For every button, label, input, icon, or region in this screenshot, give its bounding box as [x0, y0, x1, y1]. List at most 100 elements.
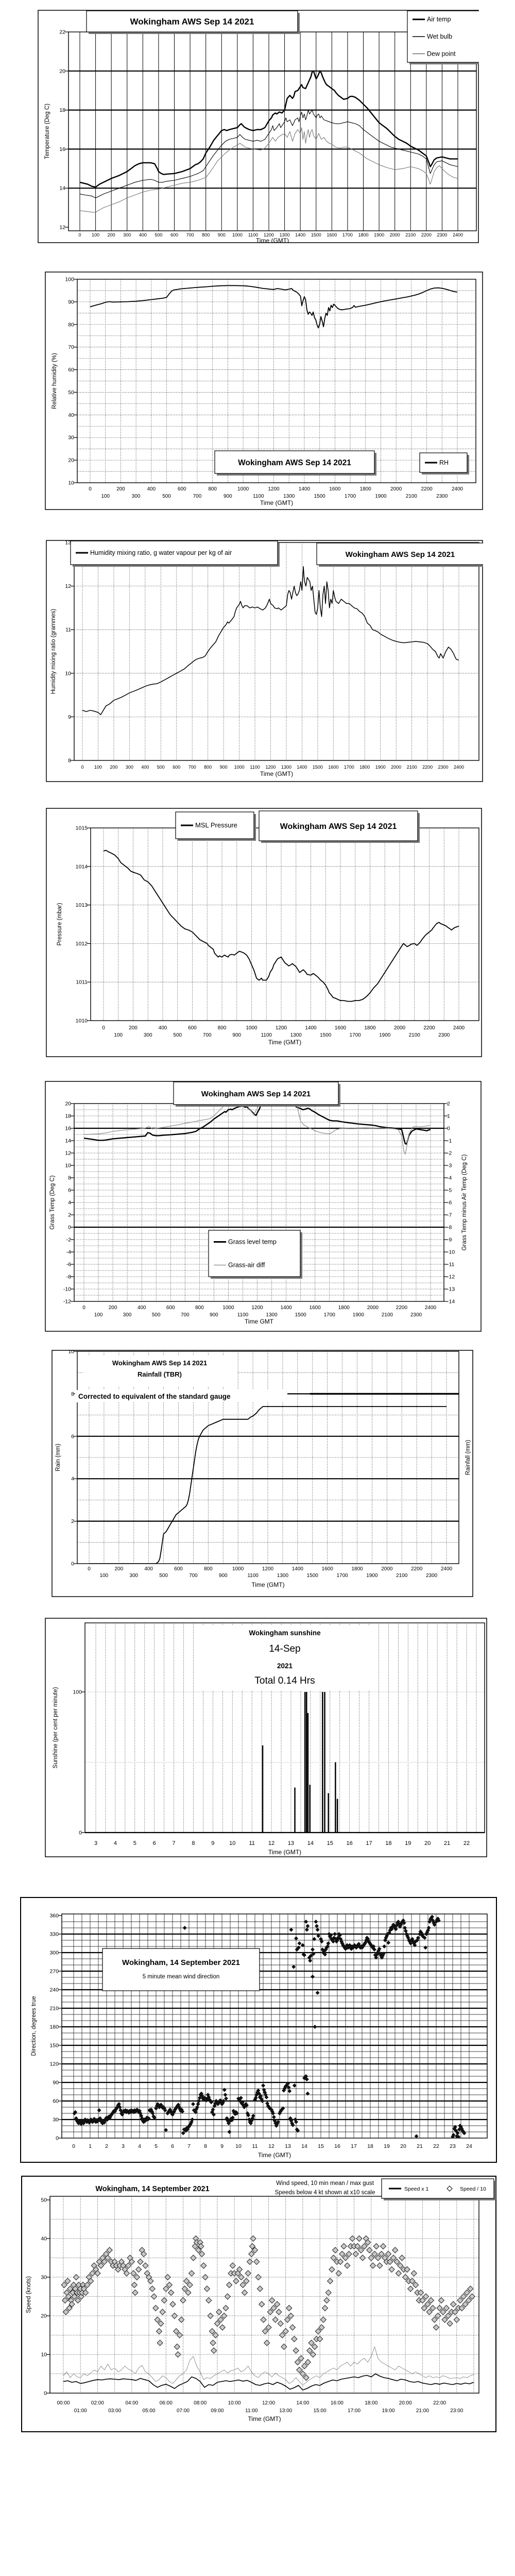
- y-tick-label: 50: [68, 389, 74, 396]
- y-tick-label: 180: [49, 2024, 59, 2030]
- diamond-marker: [202, 2274, 209, 2281]
- diamond-marker: [404, 2266, 410, 2273]
- x-tick-label: 1800: [338, 1305, 350, 1311]
- diamond-marker: [402, 2274, 409, 2281]
- y-tick-label-right: -5: [447, 1188, 452, 1194]
- x-tick-label: 300: [123, 1312, 132, 1318]
- diamond-marker: [190, 2117, 195, 2122]
- diamond-marker: [253, 2258, 260, 2265]
- diamond-marker: [169, 2301, 176, 2308]
- diamond-marker: [210, 2340, 216, 2346]
- diamond-marker: [441, 2316, 448, 2323]
- x-tick-label: 2400: [453, 1025, 465, 1031]
- diamond-marker: [374, 1955, 379, 1960]
- y-tick-label: -8: [66, 1274, 71, 1280]
- series-group: [103, 850, 459, 1002]
- diamond-marker: [238, 2096, 243, 2100]
- x-tick-label: 1100: [237, 1312, 249, 1318]
- diamond-marker: [337, 1933, 342, 1938]
- diamond-marker: [246, 2258, 253, 2265]
- x-tick-label: 900: [232, 1032, 241, 1038]
- diamond-marker: [212, 2332, 219, 2338]
- diamond-marker: [228, 2119, 232, 2123]
- x-tick-label: 1000: [234, 765, 245, 770]
- x-tick-label: 600: [174, 1566, 183, 1572]
- diamond-marker: [195, 2105, 199, 2109]
- chart-canvas-pressure: 1010 1011 1012 1013 1014 1015 0 200 400 600 800 100…: [46, 808, 482, 1057]
- diamond-marker: [147, 2278, 154, 2284]
- x-tick-label: 0: [72, 2143, 75, 2149]
- diamond-marker: [188, 2122, 193, 2126]
- diamond-marker: [135, 2266, 142, 2273]
- diamond-marker: [312, 1937, 317, 1941]
- x-tick-label: 2200: [423, 1025, 435, 1031]
- diamond-marker: [387, 2258, 393, 2265]
- diamond-marker: [197, 2096, 202, 2100]
- diamond-marker: [190, 2255, 197, 2261]
- diamond-marker: [416, 1936, 420, 1940]
- diamond-marker: [209, 2328, 216, 2335]
- x-tick-label: 2: [105, 2143, 108, 2149]
- x-tick-label: 14:00: [296, 2400, 309, 2406]
- x-tick-label: 1800: [351, 1566, 363, 1572]
- diamond-marker: [469, 2293, 475, 2300]
- x-tick-label: 2200: [422, 765, 433, 770]
- x-tick-label: 2100: [382, 1312, 393, 1318]
- diamond-marker: [313, 2025, 317, 2029]
- x-tick-label: 200: [109, 1305, 117, 1311]
- diamond-marker: [346, 2250, 352, 2258]
- diamond-marker: [348, 1943, 352, 1947]
- y-tick-label: 4: [68, 1200, 71, 1206]
- x-tick-label: 300: [132, 494, 141, 499]
- y-tick-label: 18: [65, 1113, 71, 1120]
- x-tick-label: 1900: [379, 1032, 391, 1038]
- x-axis-title: Time GMT: [245, 1318, 274, 1325]
- diamond-marker: [443, 2304, 450, 2312]
- x-tick-label: 300: [123, 232, 131, 238]
- diamond-marker: [257, 2091, 261, 2096]
- x-tick-label: 1000: [222, 1305, 234, 1311]
- diamond-marker: [218, 2098, 222, 2103]
- x-tick-label: 200: [108, 232, 115, 238]
- diamond-marker: [390, 2255, 397, 2261]
- diamond-marker: [264, 2095, 269, 2099]
- x-tick-label: 2300: [438, 1032, 450, 1038]
- x-tick-label: 2100: [407, 765, 417, 770]
- diamond-marker: [291, 2335, 298, 2343]
- diamond-marker: [265, 2324, 272, 2331]
- diamond-marker: [333, 1932, 337, 1936]
- diamond-marker: [325, 2289, 332, 2296]
- diamond-marker: [366, 2247, 373, 2253]
- y-tick-label: -4: [66, 1249, 71, 1256]
- diamond-marker: [275, 2122, 280, 2126]
- diamond-marker: [241, 2289, 248, 2296]
- y-tick-label: 1010: [76, 1018, 88, 1024]
- y-axis-title: Sunshine (per cent per minute): [53, 1687, 59, 1768]
- x-tick-label: 1700: [336, 1573, 348, 1579]
- diamond-marker: [329, 1933, 333, 1938]
- diamond-marker: [319, 1937, 323, 1941]
- x-tick-label: 400: [139, 232, 147, 238]
- chart-text-year: 2021: [277, 1662, 293, 1670]
- x-tick-label: 2300: [438, 765, 449, 770]
- series-group: [72, 1914, 467, 2138]
- x-tick-label: 800: [202, 232, 210, 238]
- chart-canvas-temperature: 12 14 16 18 20 22 0 100 200 300 400 500 600 700 800 900…: [38, 10, 483, 244]
- y-tick-label-right: -8: [447, 1225, 452, 1231]
- diamond-marker: [97, 2108, 101, 2112]
- x-tick-label: 22:00: [433, 2400, 446, 2406]
- x-tick-label: 15: [327, 1840, 333, 1846]
- y-tick-label: 1013: [76, 902, 88, 908]
- y-tick-label-right: -14: [447, 1299, 455, 1305]
- y-tick-label: 240: [49, 1987, 59, 1993]
- legend-label: Wet bulb: [427, 33, 452, 40]
- diamond-marker: [152, 2115, 157, 2120]
- chart-text-title: Wokingham AWS Sep 14 2021: [112, 1359, 207, 1367]
- diamond-marker: [352, 2250, 359, 2258]
- y-tick-label-right: -7: [447, 1212, 452, 1218]
- diamond-marker: [462, 2301, 469, 2308]
- x-tick-label: 300: [126, 765, 133, 770]
- diamond-marker: [359, 2255, 366, 2261]
- diamond-marker: [238, 2274, 245, 2281]
